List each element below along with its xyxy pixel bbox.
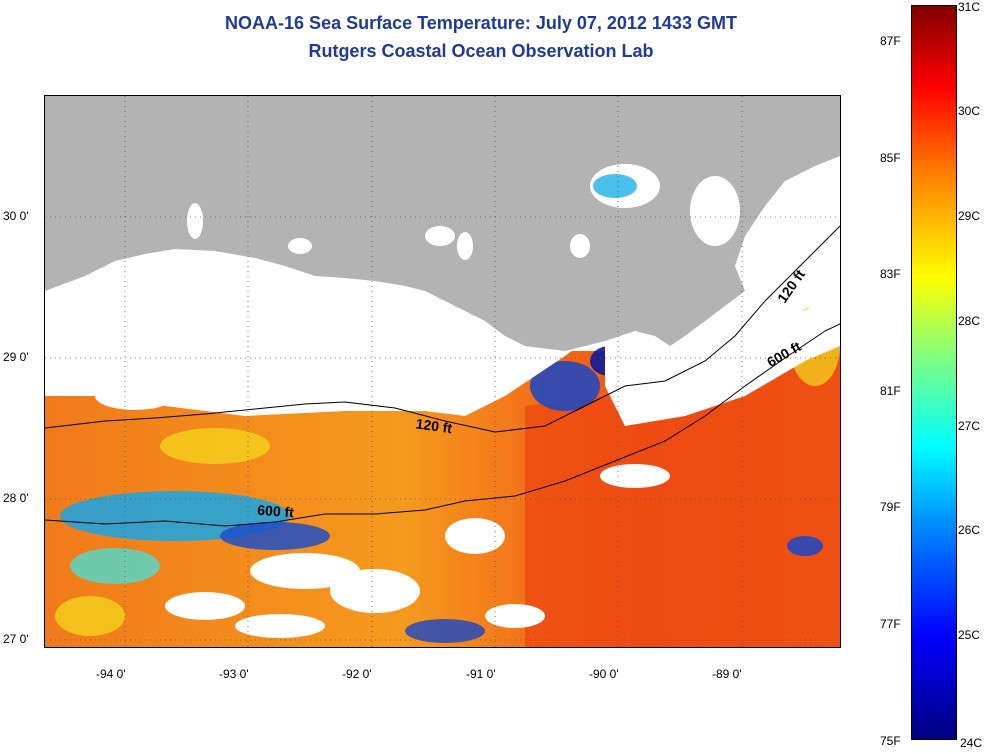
lat-tick-label: 30 0' bbox=[3, 209, 29, 223]
map-subtitle: Rutgers Coastal Ocean Observation Lab bbox=[308, 41, 654, 61]
lat-tick-label: 28 0' bbox=[3, 491, 29, 505]
lon-tick-label: -94 0' bbox=[96, 667, 126, 681]
colorbar-f-label: 83F bbox=[880, 267, 901, 281]
contour-label-120ft: 120 ft bbox=[415, 415, 454, 436]
colorbar-c-label: 25C bbox=[958, 628, 981, 642]
lon-tick-label: -93 0' bbox=[219, 667, 249, 681]
land-louisiana bbox=[45, 96, 840, 351]
sst-field-east bbox=[525, 346, 840, 647]
lake-pontchartrain-sst bbox=[593, 174, 637, 198]
sst-map[interactable]: 120 ft 120 ft 600 ft 600 ft bbox=[44, 95, 841, 648]
graticule bbox=[45, 96, 840, 647]
contour-600ft bbox=[45, 323, 840, 527]
lon-tick-label: -92 0' bbox=[342, 667, 372, 681]
map-title: NOAA-16 Sea Surface Temperature: July 07… bbox=[225, 13, 737, 33]
colorbar-c-label: 30C bbox=[958, 104, 981, 118]
colorbar-f-label: 87F bbox=[880, 34, 901, 48]
colorbar-c-label: 29C bbox=[958, 209, 981, 223]
lon-tick-label: -89 0' bbox=[712, 667, 742, 681]
temperature-colorbar bbox=[911, 5, 957, 740]
colorbar-c-label: 31C bbox=[958, 0, 981, 14]
contour-label-120ft-east: 120 ft bbox=[774, 266, 808, 305]
contour-label-600ft: 600 ft bbox=[257, 502, 295, 521]
lat-tick-label: 29 0' bbox=[3, 350, 29, 364]
contour-120ft bbox=[45, 225, 840, 433]
lon-tick-label: -90 0' bbox=[589, 667, 619, 681]
colorbar-c-label: 26C bbox=[958, 523, 981, 537]
colorbar-f-label: 85F bbox=[880, 151, 901, 165]
lat-tick-label: 27 0' bbox=[3, 632, 29, 646]
colorbar-c-label: 24C bbox=[960, 736, 983, 750]
cloud-mask bbox=[45, 271, 840, 638]
colorbar-f-label: 81F bbox=[880, 384, 901, 398]
colorbar-f-label: 79F bbox=[880, 500, 901, 514]
colorbar-c-label: 28C bbox=[958, 314, 981, 328]
colorbar-f-label: 77F bbox=[880, 617, 901, 631]
colorbar-c-label: 27C bbox=[958, 419, 981, 433]
lon-tick-label: -91 0' bbox=[466, 667, 496, 681]
colorbar-f-label: 75F bbox=[880, 734, 901, 748]
